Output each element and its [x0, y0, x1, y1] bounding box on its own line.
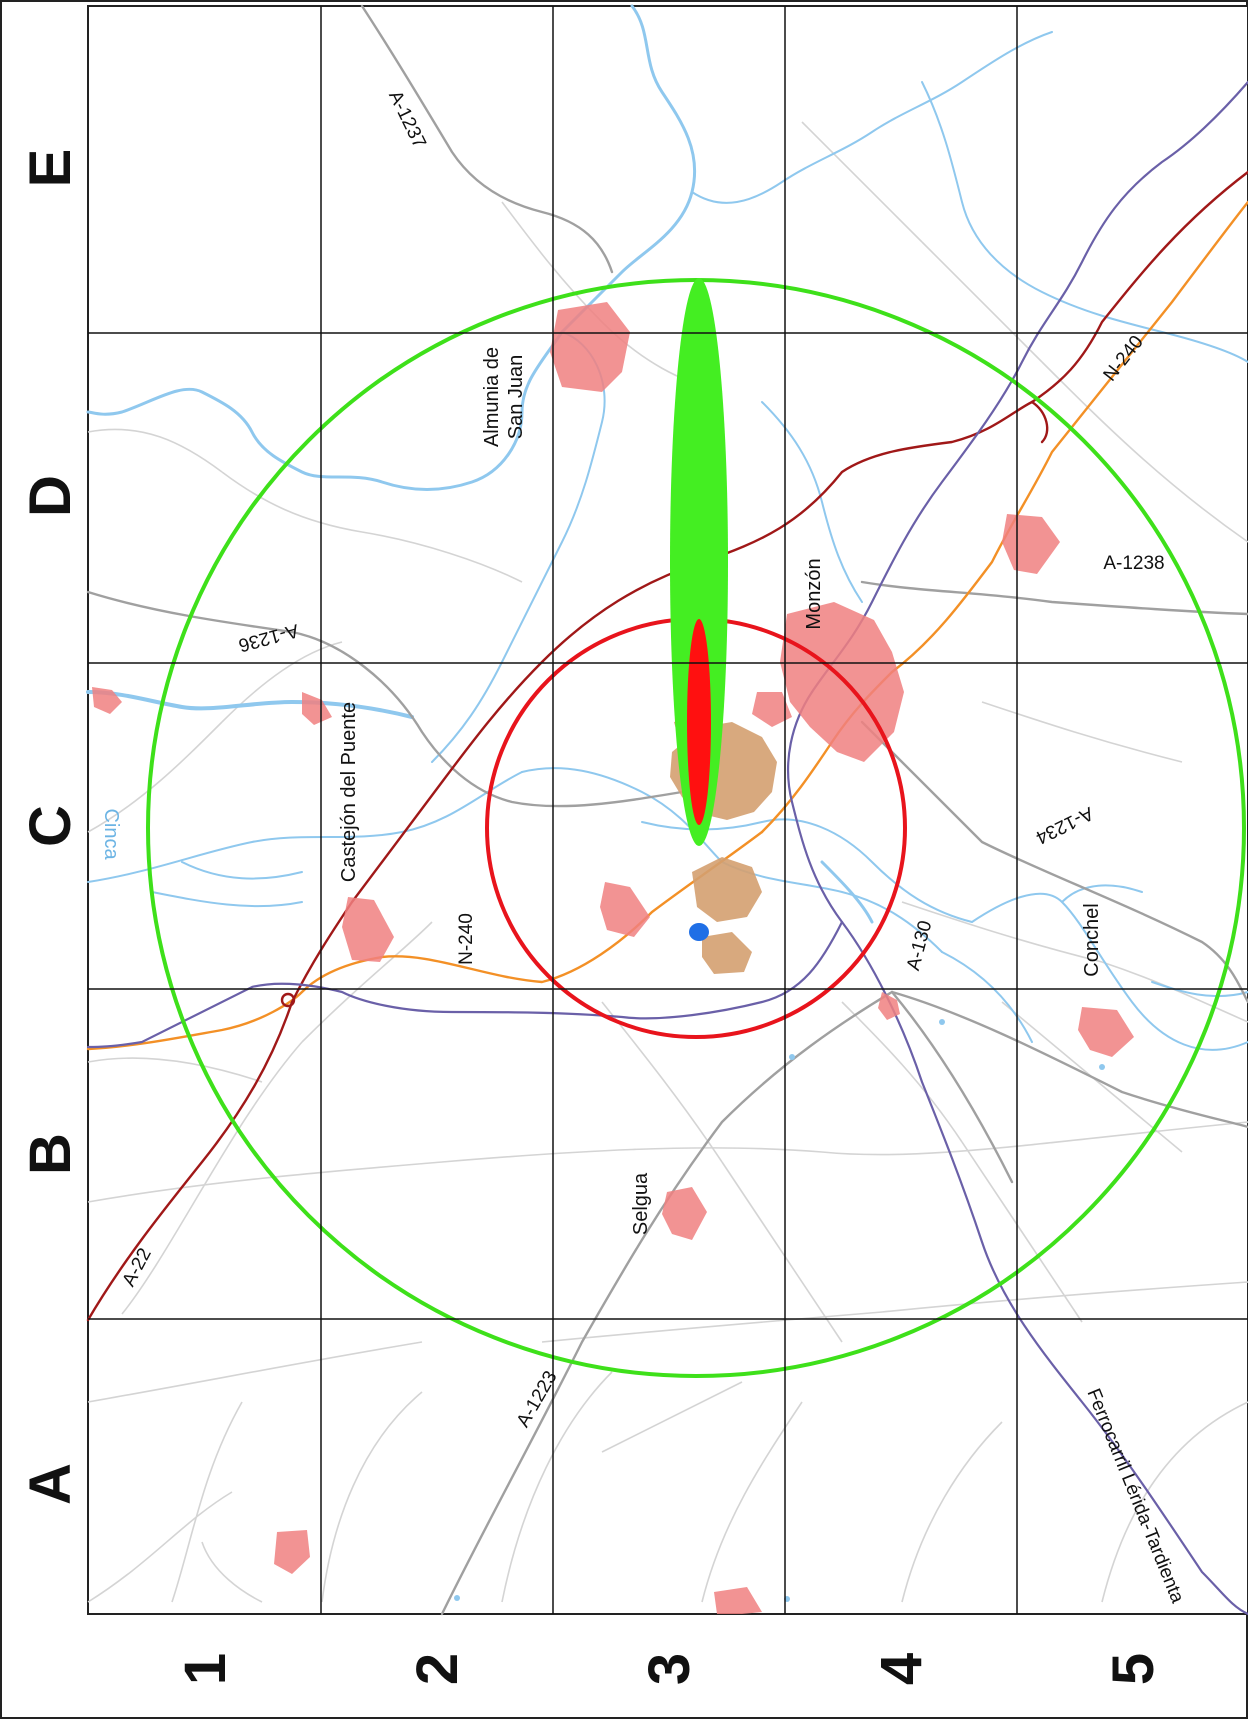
- road-n240-east: [890, 200, 1248, 674]
- road-a22: [86, 400, 1034, 1322]
- row-label-3: 3: [637, 1653, 702, 1685]
- row-label-5: 5: [1101, 1653, 1166, 1685]
- column-label-a: A: [18, 1463, 83, 1505]
- road-a1236: [86, 590, 684, 808]
- reservoir-dot: [689, 923, 709, 941]
- place-label-conchel: Conchel: [1081, 903, 1103, 976]
- inner-plume: [687, 619, 711, 825]
- outer-plume: [670, 278, 728, 846]
- motorways: [86, 170, 1248, 1322]
- row-label-2: 2: [405, 1653, 470, 1685]
- column-label-e: E: [18, 149, 83, 188]
- grid-row-labels: 1 2 3 4 5: [173, 1653, 1166, 1685]
- road-a1238: [860, 580, 1248, 616]
- map-frame: [87, 5, 1248, 1615]
- hazard-zones: [146, 278, 1246, 1378]
- road-a1223: [440, 990, 894, 1616]
- place-label-castejon: Castejón del Puente: [338, 702, 360, 882]
- local-tracks: [87, 121, 1248, 1603]
- place-labels: Almunia de San Juan Castejón del Puente …: [100, 347, 1103, 1235]
- secondary-roads: [86, 4, 1248, 1616]
- urban-almunia: [550, 302, 630, 392]
- row-label-1: 1: [173, 1653, 238, 1685]
- column-label-d: D: [18, 475, 83, 517]
- place-label-selgua: Selgua: [630, 1172, 652, 1235]
- grid-lines: [88, 6, 1248, 1614]
- road-n240-west: [86, 830, 764, 1051]
- urban-monzon: [780, 602, 904, 762]
- place-label-almunia-1: Almunia de: [481, 347, 503, 447]
- road-a1237: [360, 4, 614, 274]
- place-label-monzon: Monzón: [803, 558, 825, 629]
- river-label-cinca: Cinca: [100, 808, 122, 860]
- road-a1234: [860, 720, 1248, 1004]
- column-label-b: B: [18, 1133, 83, 1175]
- road-label-a1238: A-1238: [1103, 553, 1164, 574]
- place-label-almunia-2: San Juan: [505, 355, 527, 440]
- column-label-c: C: [18, 805, 83, 847]
- road-label-n240-west: N-240: [456, 913, 477, 965]
- row-label-4: 4: [869, 1653, 934, 1685]
- railway-line: [86, 80, 1248, 1616]
- grid-column-labels: A B C D E: [18, 149, 83, 1505]
